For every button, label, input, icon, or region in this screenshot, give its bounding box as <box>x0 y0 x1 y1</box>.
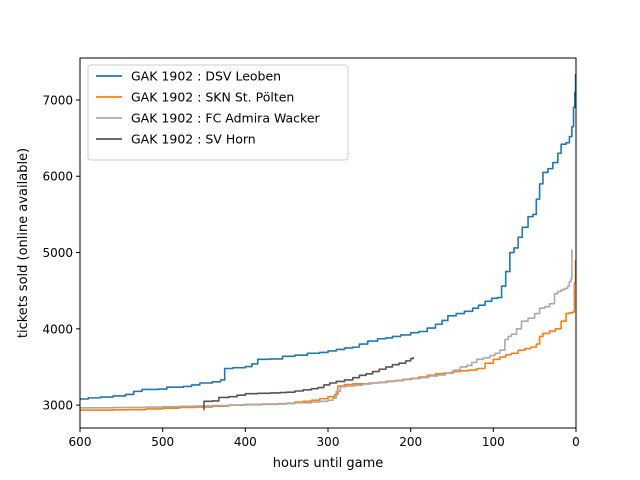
legend-label-1: GAK 1902 : DSV Leoben <box>131 69 281 84</box>
legend-box <box>87 64 349 161</box>
y-axis: 3000 4000 5000 6000 7000 <box>42 93 80 413</box>
x-tick-label-6: 100 <box>482 435 505 449</box>
legend-label-3: GAK 1902 : FC Admira Wacker <box>131 111 321 126</box>
x-axis: 600 500 400 300 200 100 0 <box>69 428 580 449</box>
y-tick-label-5: 7000 <box>42 93 73 107</box>
x-tick-label-5: 200 <box>399 435 422 449</box>
x-tick-label-2: 500 <box>151 435 174 449</box>
legend-label-4: GAK 1902 : SV Horn <box>131 132 256 147</box>
y-tick-label-4: 6000 <box>42 170 73 184</box>
legend: GAK 1902 : DSV Leoben GAK 1902 : SKN St. … <box>87 64 349 161</box>
y-tick-label-2: 4000 <box>42 322 73 336</box>
x-tick-label-1: 600 <box>69 435 92 449</box>
y-tick-label-1: 3000 <box>42 399 73 413</box>
x-axis-label: hours until game <box>273 456 384 471</box>
y-axis-label: tickets sold (online available) <box>16 148 31 338</box>
series-line-1 <box>80 74 577 400</box>
series-layer <box>80 74 577 411</box>
x-tick-label-4: 300 <box>317 435 340 449</box>
x-tick-label-7: 0 <box>572 435 580 449</box>
legend-label-2: GAK 1902 : SKN St. Pölten <box>131 90 294 105</box>
x-tick-label-3: 400 <box>234 435 257 449</box>
series-line-4 <box>203 357 414 411</box>
series-line-3 <box>80 249 573 409</box>
y-tick-label-3: 5000 <box>42 246 73 260</box>
